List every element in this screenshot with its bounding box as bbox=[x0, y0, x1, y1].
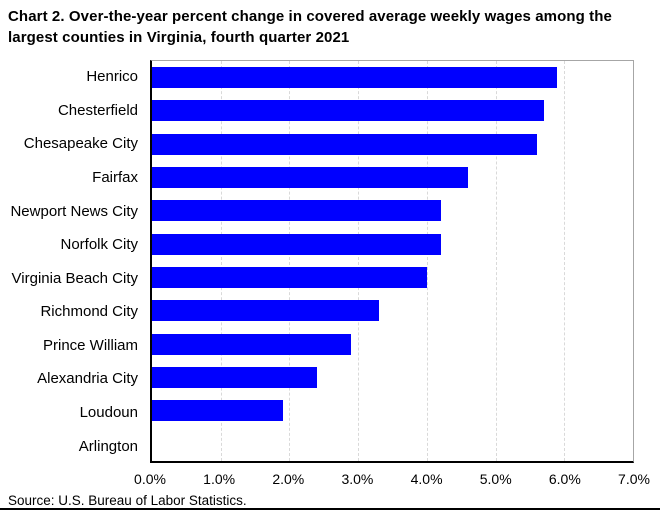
category-label: Arlington bbox=[78, 437, 138, 455]
category-label: Henrico bbox=[86, 68, 138, 86]
category-label: Chesapeake City bbox=[23, 135, 138, 153]
bar-row bbox=[152, 294, 633, 327]
bar-richmond-city bbox=[152, 300, 379, 322]
gridline bbox=[426, 61, 428, 461]
bar-fairfax bbox=[152, 167, 469, 189]
bar-row bbox=[152, 94, 633, 127]
bar-row bbox=[152, 194, 633, 227]
category-label: Fairfax bbox=[92, 169, 138, 187]
chart-title: Chart 2. Over-the-year percent change in… bbox=[8, 8, 612, 46]
bar-norfolk-city bbox=[152, 233, 441, 255]
bar-chesterfield bbox=[152, 100, 544, 122]
gridline bbox=[358, 61, 360, 461]
bar-row bbox=[152, 61, 633, 94]
x-tick-label: 1.0% bbox=[203, 471, 236, 487]
bar-prince-william bbox=[152, 333, 352, 355]
plot-area bbox=[150, 60, 634, 463]
x-tick-label: 4.0% bbox=[410, 471, 443, 487]
gridline bbox=[289, 61, 291, 461]
bar-loudoun bbox=[152, 400, 283, 422]
gridline bbox=[564, 61, 566, 461]
category-label: Prince William bbox=[42, 336, 138, 354]
category-label: Richmond City bbox=[40, 303, 138, 321]
gridline bbox=[495, 61, 497, 461]
category-label: Virginia Beach City bbox=[11, 269, 138, 287]
source-note: Source: U.S. Bureau of Labor Statistics. bbox=[8, 493, 247, 508]
x-tick-label: 6.0% bbox=[548, 471, 581, 487]
bar-row bbox=[152, 361, 633, 394]
x-tick-label: 5.0% bbox=[479, 471, 512, 487]
bar-chesapeake-city bbox=[152, 133, 537, 155]
bar-newport-news-city bbox=[152, 200, 441, 222]
bar-row bbox=[152, 261, 633, 294]
gridline bbox=[220, 61, 222, 461]
x-tick-label: 2.0% bbox=[272, 471, 305, 487]
bar-row bbox=[152, 128, 633, 161]
category-label: Newport News City bbox=[10, 202, 138, 220]
bar-row bbox=[152, 428, 633, 461]
bar-alexandria-city bbox=[152, 367, 317, 389]
bar-series bbox=[152, 61, 633, 461]
x-axis-tick-labels: 0.0% 1.0% 2.0% 3.0% 4.0% 5.0% 6.0% 7.0% bbox=[134, 471, 650, 489]
x-tick-label: 0.0% bbox=[134, 471, 166, 487]
bar-row bbox=[152, 394, 633, 427]
category-label: Chesterfield bbox=[57, 101, 138, 119]
bar-henrico bbox=[152, 67, 558, 89]
bar-row bbox=[152, 161, 633, 194]
bottom-rule bbox=[0, 508, 660, 510]
bar-virginia-beach-city bbox=[152, 267, 427, 289]
x-tick-label: 7.0% bbox=[618, 471, 650, 487]
category-label: Alexandria City bbox=[37, 370, 138, 388]
bar-row bbox=[152, 228, 633, 261]
category-axis-labels: Henrico Chesterfield Chesapeake City Fairfa… bbox=[0, 60, 144, 463]
bar-row bbox=[152, 328, 633, 361]
x-tick-label: 3.0% bbox=[341, 471, 374, 487]
category-label: Loudoun bbox=[79, 404, 138, 422]
category-label: Norfolk City bbox=[60, 236, 138, 254]
